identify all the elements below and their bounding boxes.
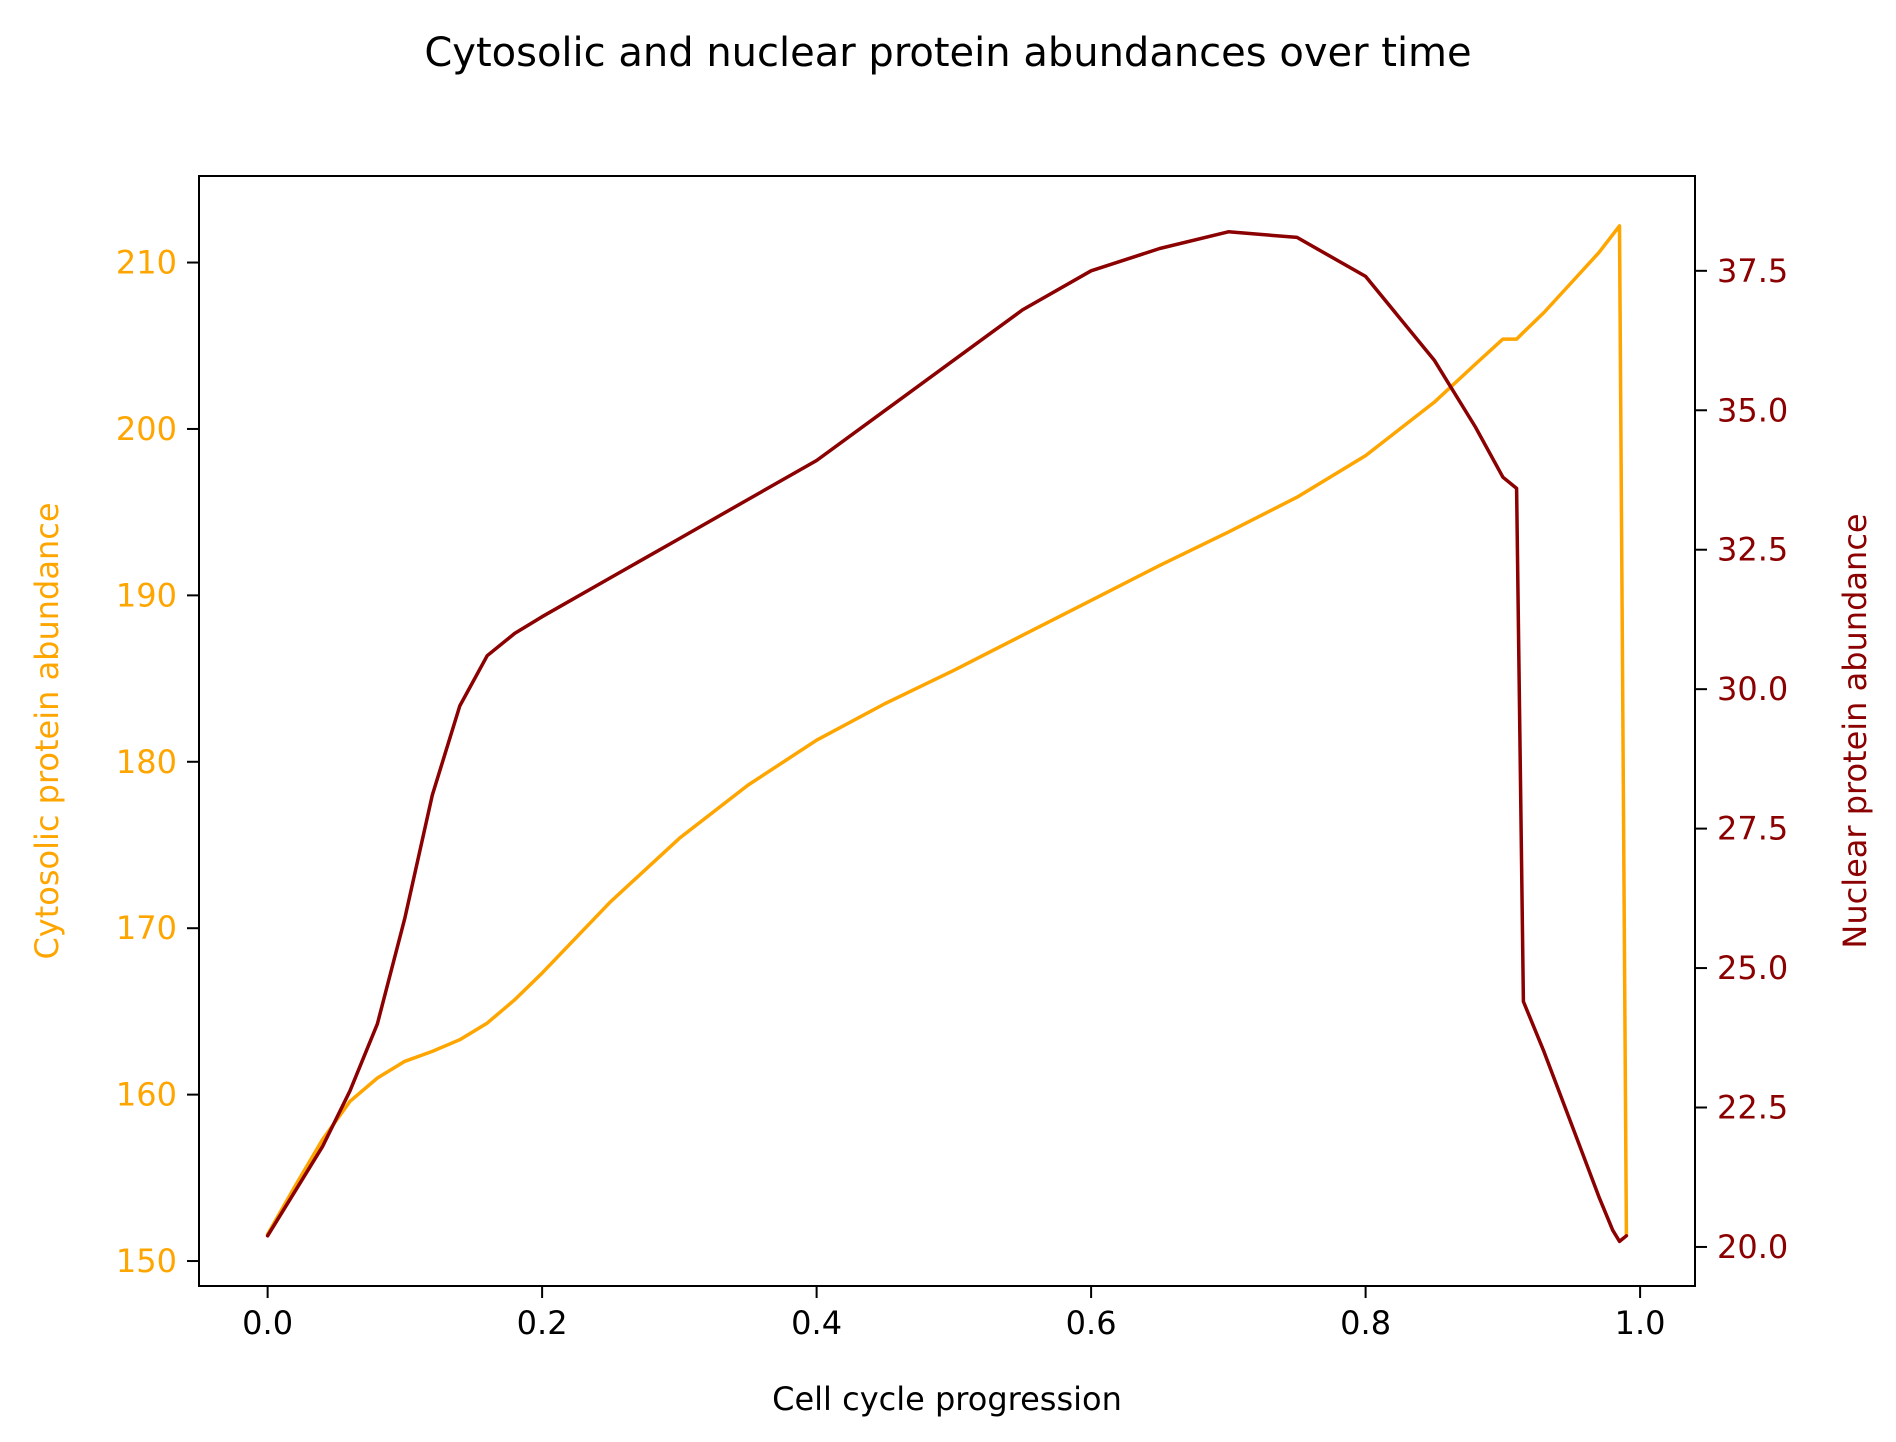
series-layer [265, 224, 1629, 1244]
y-right-tick-label: 35.0 [1717, 391, 1788, 429]
y-left-tick-label: 160 [116, 1076, 177, 1114]
y-right-axis: 20.0 22.5 25.0 27.5 30.0 32.5 35.0 37.5 [1695, 252, 1788, 1266]
y-left-axis-label: Cytosolic protein abundance [28, 502, 66, 959]
x-axis-label: Cell cycle progression [772, 1380, 1122, 1418]
y-left-tick-label: 190 [116, 576, 177, 614]
x-tick-label: 0.2 [517, 1304, 568, 1342]
y-left-tick-label: 200 [116, 410, 177, 448]
x-tick-label: 0.4 [791, 1304, 842, 1342]
x-tick-label: 1.0 [1615, 1304, 1666, 1342]
x-tick-label: 0.6 [1066, 1304, 1117, 1342]
series-line-cytosolic [265, 224, 1629, 1237]
x-tick-label: 0.0 [242, 1304, 293, 1342]
y-left-tick-label: 210 [116, 244, 177, 282]
y-left-tick-label: 150 [116, 1242, 177, 1280]
y-right-tick-label: 25.0 [1717, 949, 1788, 987]
y-right-tick-label: 32.5 [1717, 531, 1788, 569]
y-left-tick-label: 170 [116, 909, 177, 947]
y-right-tick-label: 30.0 [1717, 670, 1788, 708]
plot-frame [198, 175, 1696, 1287]
series-line-nuclear [265, 230, 1629, 1244]
y-left-axis: 150 160 170 180 190 200 210 [116, 244, 199, 1280]
x-axis: 0.0 0.2 0.4 0.6 0.8 1.0 [242, 1286, 1666, 1342]
chart-title: Cytosolic and nuclear protein abundances… [424, 30, 1471, 76]
x-tick-label: 0.8 [1340, 1304, 1391, 1342]
y-right-axis-label: Nuclear protein abundance [1836, 513, 1874, 948]
y-right-tick-label: 37.5 [1717, 252, 1788, 290]
y-right-tick-label: 22.5 [1717, 1089, 1788, 1127]
y-right-tick-label: 20.0 [1717, 1228, 1788, 1266]
y-right-tick-label: 27.5 [1717, 810, 1788, 848]
y-left-tick-label: 180 [116, 743, 177, 781]
